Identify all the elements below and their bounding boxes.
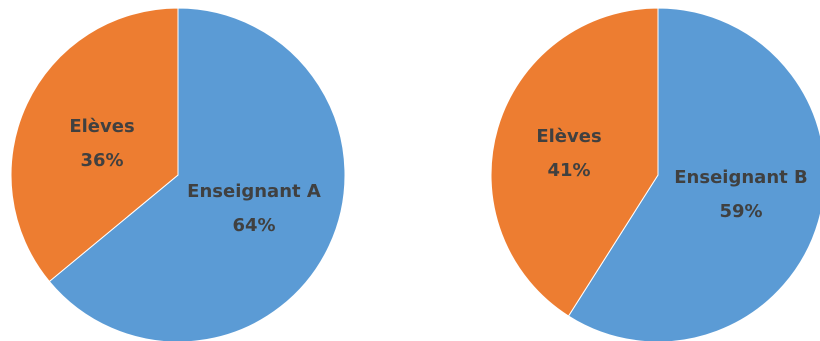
pie-slice-1-0 — [567, 7, 820, 341]
slice-label-0-1: Elèves 36% — [69, 116, 134, 171]
pie-slice-1-1 — [490, 7, 659, 317]
slice-value-label: 41% — [547, 160, 590, 181]
slice-label-0-0: Enseignant A 64% — [187, 181, 321, 236]
slice-category-label: Enseignant B — [674, 167, 807, 188]
pie-chart-teacher-b: Enseignant B 59% Elèves 41% — [490, 7, 820, 341]
slice-label-1-0: Enseignant B 59% — [674, 167, 807, 222]
slice-category-label: Elèves — [536, 126, 601, 147]
slice-value-label: 64% — [232, 215, 275, 236]
slice-category-label: Elèves — [69, 116, 134, 137]
slice-value-label: 59% — [719, 201, 762, 222]
slice-category-label: Enseignant A — [187, 181, 321, 202]
pie-slice-0-0 — [48, 7, 346, 341]
slice-label-1-1: Elèves 41% — [536, 126, 601, 181]
slice-value-label: 36% — [80, 150, 123, 171]
pie-slice-0-1 — [10, 7, 179, 283]
pie-chart-teacher-a: Enseignant A 64% Elèves 36% — [10, 7, 346, 341]
